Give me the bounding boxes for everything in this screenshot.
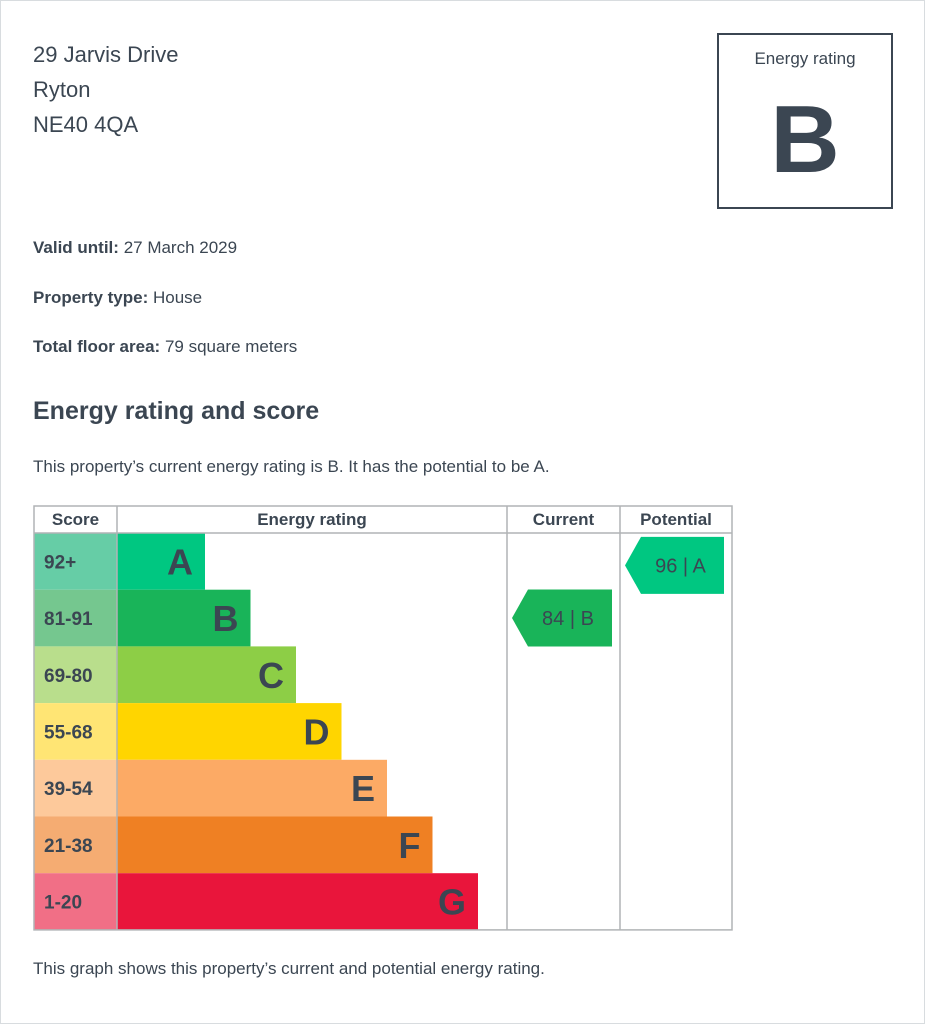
score-label: 55-68 [44,722,93,743]
address-line-2: Ryton [33,77,91,102]
energy-rating-letter: B [770,86,840,193]
band-letter: E [351,768,375,809]
band-bar-a [117,533,205,590]
potential-rating-label: 96 | A [655,555,706,577]
chart-border [33,505,733,931]
fact-value: 79 square meters [164,337,298,356]
score-label: 81-91 [44,609,93,630]
footer-note: This graph shows this property’s current… [33,959,545,978]
rating-summary: This property’s current energy rating is… [33,457,550,476]
header-current: Current [533,510,595,529]
fact-value: 27 March 2029 [123,238,238,257]
fact-label: Valid until: [33,238,119,257]
address-line-1: 29 Jarvis Drive [33,42,179,67]
score-cell-c [34,646,117,704]
score-cell-d [34,703,117,760]
potential-rating-arrow [625,536,724,594]
band-bar-d [117,703,342,760]
energy-rating-box-label: Energy rating [754,49,856,68]
score-label: 39-54 [44,779,93,800]
band-letter: G [438,882,466,923]
band-letter: F [399,825,421,866]
header-energy-rating: Energy rating [257,510,367,529]
band-letter: C [258,655,284,696]
property-facts: Valid until: 27 March 2029 Property type… [33,237,297,386]
fact-property-type: Property type: House [33,287,297,337]
score-label: 69-80 [44,666,93,687]
score-cell-e [34,759,117,817]
fact-label: Property type: [33,287,149,307]
band-bar-g [117,873,478,930]
band-bar-e [117,759,387,817]
fact-label: Total floor area: [33,337,161,356]
band-letter: A [167,541,193,582]
band-bar-b [117,589,251,647]
current-rating-arrow [512,589,612,647]
fact-floor-area: Total floor area: 79 square meters [33,336,297,386]
score-label: 92+ [44,552,76,573]
score-label: 21-38 [44,836,93,857]
energy-rating-box: Energy rating B [717,33,893,209]
band-bar-f [117,816,433,874]
header-score: Score [52,510,99,529]
score-label: 1-20 [44,893,82,914]
score-cell-f [34,816,117,874]
fact-value: House [152,287,203,307]
property-address: 29 Jarvis Drive Ryton NE40 4QA [33,37,178,142]
band-bar-c [117,646,296,704]
score-cell-a [34,533,117,590]
band-letter: D [304,711,330,752]
current-rating-label: 84 | B [542,608,594,630]
score-cell-b [34,589,117,647]
header-potential: Potential [640,510,712,529]
address-line-3: NE40 4QA [33,112,139,137]
fact-valid-until: Valid until: 27 March 2029 [33,237,297,287]
score-cell-g [34,873,117,930]
band-letter: B [213,598,239,639]
section-title: Energy rating and score [33,397,320,425]
